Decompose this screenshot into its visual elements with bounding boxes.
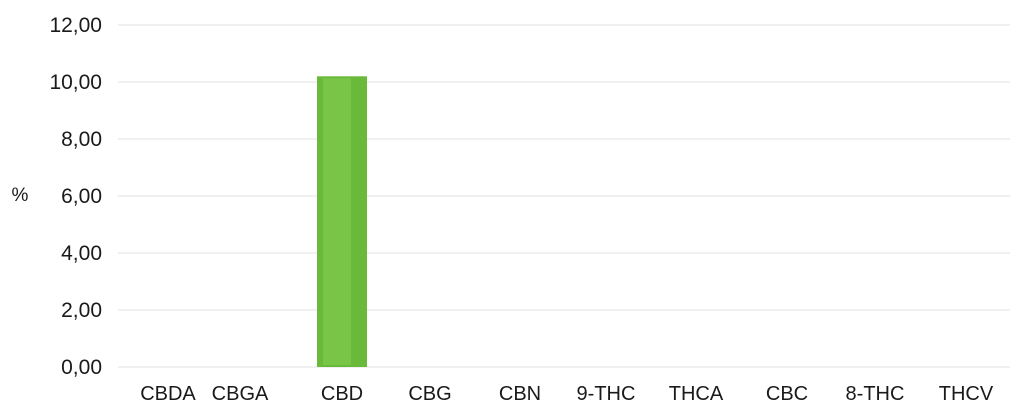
y-tick-label: 6,00 — [61, 185, 102, 208]
y-tick-label: 0,00 — [61, 356, 102, 379]
y-tick-label: 12,00 — [49, 14, 102, 37]
x-category-label: CBN — [499, 383, 541, 405]
y-tick-label: 8,00 — [61, 128, 102, 151]
x-category-labels: CBDA CBGA CBD CBG CBN 9-THC THCA CBC 8-THC THCV — [140, 383, 994, 405]
y-tick-labels: 0,00 2,00 4,00 6,00 8,00 10,00 12,00 — [49, 14, 102, 379]
gridlines — [118, 24, 1010, 368]
y-tick-label: 10,00 — [49, 71, 102, 94]
x-category-label: CBG — [408, 383, 451, 405]
bars — [317, 76, 367, 368]
x-category-label: THCA — [669, 383, 724, 405]
x-category-label: CBD — [321, 383, 363, 405]
bar-highlight — [323, 78, 351, 366]
y-axis-label: % — [12, 185, 29, 206]
x-category-label: THCV — [939, 383, 994, 405]
x-category-label: CBC — [766, 383, 808, 405]
x-category-label: CBDA — [140, 383, 196, 405]
y-tick-label: 2,00 — [61, 299, 102, 322]
y-tick-label: 4,00 — [61, 242, 102, 265]
x-category-label: 8-THC — [846, 383, 905, 405]
x-category-label: 9-THC — [577, 383, 636, 405]
x-category-label: CBGA — [212, 383, 269, 405]
